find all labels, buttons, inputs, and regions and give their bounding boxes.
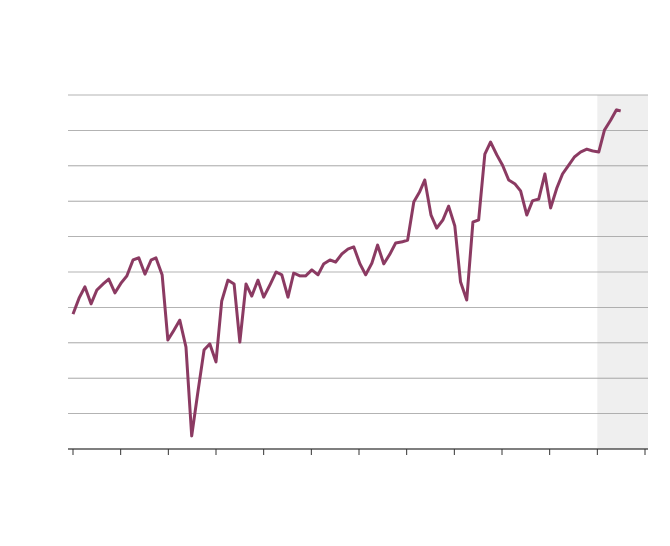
data-line bbox=[71, 108, 622, 438]
